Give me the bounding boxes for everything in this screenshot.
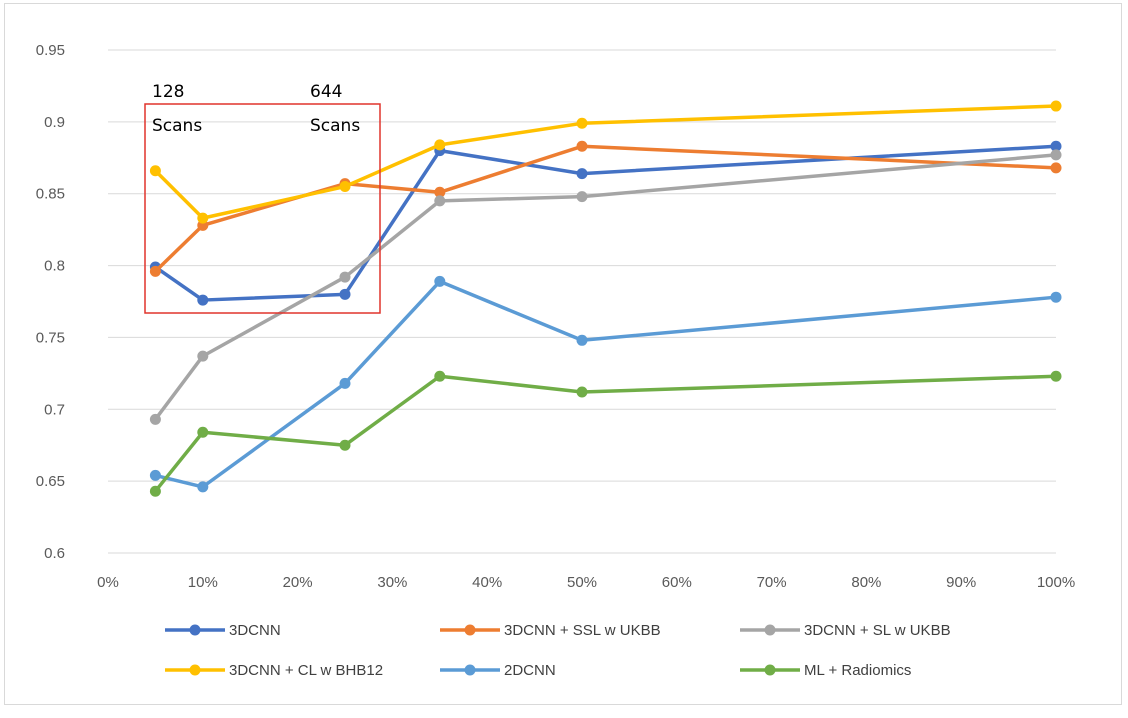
legend-swatch-marker-5: [764, 664, 776, 676]
series-line-5: [154, 374, 1057, 493]
data-point-5-0: [149, 485, 161, 497]
y-tick-label-0: 0.6: [44, 545, 65, 562]
series-4: [149, 275, 1062, 493]
data-point-5-1: [197, 426, 209, 438]
series-group: [149, 100, 1062, 497]
data-point-5-2: [339, 439, 351, 451]
x-tick-label-7: 70%: [757, 574, 787, 591]
annotation-1-line1: 128: [152, 82, 184, 102]
series-line-3: [154, 104, 1057, 220]
legend-label-1: 3DCNN + SSL w UKBB: [504, 622, 661, 639]
legend-label-4: 2DCNN: [504, 662, 556, 679]
y-tick-label-6: 0.9: [44, 114, 65, 131]
data-point-2-5: [1050, 149, 1062, 161]
data-point-5-4: [576, 386, 588, 398]
highlight-box: [144, 103, 381, 314]
y-axis-ticks: 0.6 0.65 0.7 0.75 0.8 0.85 0.9 0.95: [36, 42, 65, 562]
annotation-2-line2: Scans: [310, 116, 360, 136]
y-tick-label-4: 0.8: [44, 258, 65, 275]
series-1: [149, 140, 1062, 277]
data-point-0-2: [339, 288, 351, 300]
data-point-4-3: [434, 275, 446, 287]
data-point-2-0: [149, 413, 161, 425]
legend-item-1: 3DCNN + SSL w UKBB: [440, 622, 661, 639]
x-tick-label-8: 80%: [851, 574, 881, 591]
legend-item-4: 2DCNN: [440, 662, 556, 679]
data-point-0-4: [576, 168, 588, 180]
data-point-4-1: [197, 481, 209, 493]
x-tick-label-6: 60%: [662, 574, 692, 591]
legend-label-0: 3DCNN: [229, 622, 281, 639]
x-tick-label-3: 30%: [377, 574, 407, 591]
x-tick-label-10: 100%: [1037, 574, 1075, 591]
data-point-3-2: [339, 181, 351, 193]
data-point-2-3: [434, 195, 446, 207]
y-tick-label-2: 0.7: [44, 401, 65, 418]
legend-label-5: ML + Radiomics: [804, 662, 911, 679]
data-point-1-5: [1050, 162, 1062, 174]
data-point-3-1: [197, 212, 209, 224]
x-axis-ticks: 0% 10% 20% 30% 40% 50% 60% 70% 80% 90% 100%: [97, 574, 1075, 591]
x-tick-label-1: 10%: [188, 574, 218, 591]
annotation-2-line1: 644: [310, 82, 342, 102]
data-point-3-3: [434, 139, 446, 151]
x-tick-label-2: 20%: [283, 574, 313, 591]
legend-item-0: 3DCNN: [165, 622, 281, 639]
y-tick-label-1: 0.65: [36, 473, 65, 490]
series-line-1: [154, 144, 1057, 273]
data-point-5-5: [1050, 370, 1062, 382]
legend-label-2: 3DCNN + SL w UKBB: [804, 622, 951, 639]
series-3: [149, 100, 1062, 224]
data-point-3-0: [149, 165, 161, 177]
annotations: 128 Scans 644 Scans: [152, 82, 360, 136]
data-point-4-4: [576, 334, 588, 346]
data-point-3-4: [576, 117, 588, 129]
legend-swatch-marker-0: [189, 624, 201, 636]
series-line-0: [154, 144, 1057, 302]
series-line-4: [154, 279, 1057, 489]
series-line-2: [153, 153, 1057, 421]
data-point-5-3: [434, 370, 446, 382]
legend-label-3: 3DCNN + CL w BHB12: [229, 662, 383, 679]
data-point-4-2: [339, 377, 351, 389]
x-tick-label-4: 40%: [472, 574, 502, 591]
data-point-4-5: [1050, 291, 1062, 303]
data-point-0-1: [197, 294, 209, 306]
data-point-1-0: [149, 265, 161, 277]
legend-swatch-marker-1: [464, 624, 476, 636]
data-point-2-2: [339, 271, 351, 283]
data-point-1-4: [576, 140, 588, 152]
y-tick-label-5: 0.85: [36, 186, 65, 203]
legend-swatch-marker-3: [189, 664, 201, 676]
data-point-2-1: [197, 350, 209, 362]
data-point-0-5: [1050, 140, 1062, 152]
series-5: [149, 370, 1062, 497]
x-tick-label-9: 90%: [946, 574, 976, 591]
chart-frame: [4, 3, 1122, 705]
series-2: [149, 149, 1062, 425]
legend-swatch-marker-4: [464, 664, 476, 676]
data-point-2-4: [576, 191, 588, 203]
data-point-3-5: [1050, 100, 1062, 112]
legend-item-2: 3DCNN + SL w UKBB: [740, 622, 951, 639]
legend-item-3: 3DCNN + CL w BHB12: [165, 662, 383, 679]
data-point-4-0: [149, 469, 161, 481]
annotation-1-line2: Scans: [152, 116, 202, 136]
legend-swatch-marker-2: [764, 624, 776, 636]
x-tick-label-0: 0%: [97, 574, 119, 591]
y-tick-label-7: 0.95: [36, 42, 65, 59]
x-tick-label-5: 50%: [567, 574, 597, 591]
legend-item-5: ML + Radiomics: [740, 662, 911, 679]
data-point-1-3: [434, 186, 446, 198]
legend: 3DCNN 3DCNN + SSL w UKBB 3DCNN + SL w UKBB…: [165, 622, 951, 679]
y-tick-label-3: 0.75: [36, 329, 65, 346]
